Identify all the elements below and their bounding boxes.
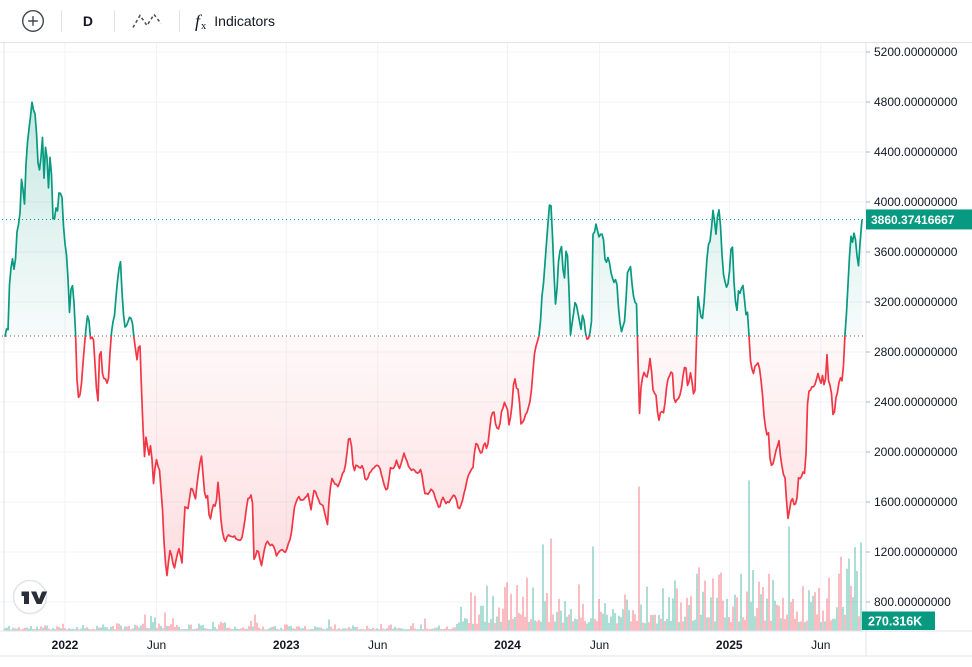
chart-style-button[interactable] (124, 4, 170, 38)
price-line-above-baseline (4, 101, 863, 336)
toolbar-separator (179, 10, 180, 32)
time-tick-label: 2022 (52, 638, 79, 652)
indicators-label: Indicators (214, 13, 275, 29)
price-tick-label: 1600.00000000 (874, 495, 958, 509)
add-symbol-button[interactable] (14, 4, 52, 38)
time-axis[interactable]: 2022 Jun 2023 Jun 2024 Jun 2025 Jun (52, 638, 831, 652)
time-tick-label: 2023 (273, 638, 300, 652)
price-tick-label: 1200.00000000 (874, 545, 958, 559)
tradingview-logo[interactable] (12, 579, 48, 615)
time-tick-label: Jun (147, 638, 166, 652)
time-tick-label: 2024 (494, 638, 521, 652)
price-tick-label: 800.00000000 (874, 595, 951, 609)
price-tick-label: 4000.00000000 (874, 195, 958, 209)
time-tick-label: Jun (368, 638, 387, 652)
baseline-style-icon (132, 13, 162, 28)
price-chart-canvas[interactable]: 5200.00000000 4800.00000000 4400.00000000 4… (0, 43, 972, 662)
price-tick-label: 3200.00000000 (874, 295, 958, 309)
price-tick-label: 5200.00000000 (874, 45, 958, 59)
svg-text:3860.37416667: 3860.37416667 (871, 213, 955, 227)
price-tick-label: 2000.00000000 (874, 445, 958, 459)
price-tick-label: 4400.00000000 (874, 145, 958, 159)
plus-circle-icon (21, 9, 45, 33)
price-tick-label: 4800.00000000 (874, 95, 958, 109)
time-tick-label: Jun (590, 638, 609, 652)
chart-area: 5200.00000000 4800.00000000 4400.00000000 4… (0, 43, 972, 662)
price-line-below-baseline (4, 336, 846, 577)
current-volume-label: 270.316K (862, 611, 935, 630)
price-tick-label: 2800.00000000 (874, 345, 958, 359)
volume-bars (4, 480, 862, 631)
current-price-label: 3860.37416667 (866, 209, 972, 230)
time-tick-label: 2025 (716, 638, 743, 652)
price-tick-label: 3600.00000000 (874, 245, 958, 259)
time-tick-label: Jun (811, 638, 830, 652)
svg-text:270.316K: 270.316K (868, 615, 922, 629)
price-axis[interactable]: 5200.00000000 4800.00000000 4400.00000000 4… (866, 45, 958, 609)
baseline-area-below (5, 336, 862, 576)
price-tick-label: 2400.00000000 (874, 395, 958, 409)
toolbar-separator (114, 10, 115, 32)
toolbar-separator (61, 10, 62, 32)
timeframe-button[interactable]: D (71, 4, 105, 38)
